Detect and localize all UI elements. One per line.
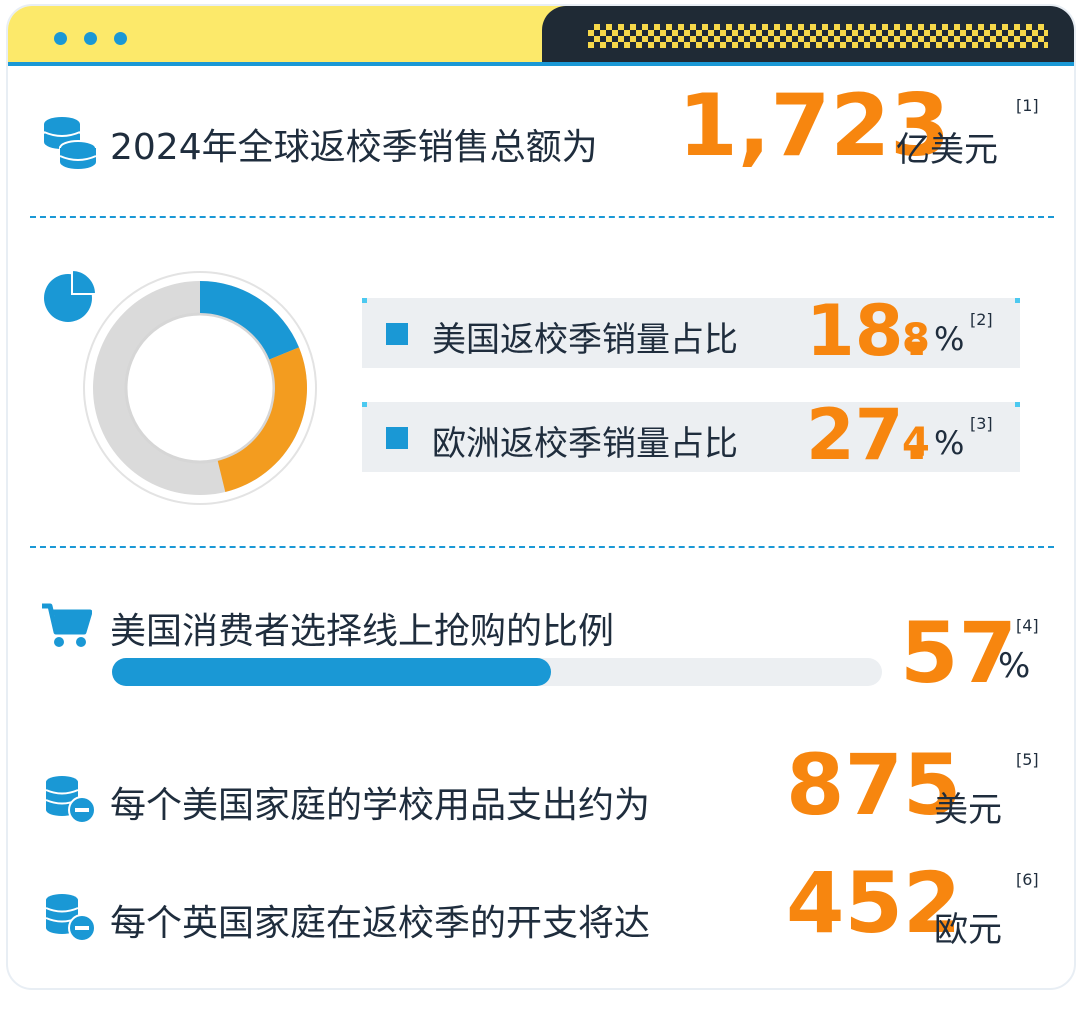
legend-us-dec: 8	[902, 316, 930, 362]
total-unit: 亿美元	[896, 130, 998, 170]
donut-inner-ring	[124, 312, 276, 464]
legend-us-int: 18.	[806, 290, 931, 372]
online-pct: %	[998, 646, 1031, 686]
checker-pattern	[588, 24, 1048, 48]
legend-eu-ref: [3]	[970, 414, 993, 433]
window-dot	[114, 32, 127, 45]
online-value: 57	[900, 604, 1017, 702]
top-bar	[8, 6, 1074, 66]
legend-us: 美国返校季销量占比 18. 8 % [2]	[362, 290, 1020, 372]
legend-eu-int: 27.	[806, 394, 931, 476]
us-household-unit: 美元	[934, 790, 1002, 830]
divider	[30, 216, 1054, 218]
share-donut-chart	[83, 271, 317, 505]
top-bar-yellow	[8, 6, 568, 66]
window-dot	[54, 32, 67, 45]
donut-slice-eu	[217, 347, 307, 492]
uk-household-label: 每个英国家庭在返校季的开支将达	[110, 903, 651, 944]
online-ref: [4]	[1016, 616, 1039, 635]
legend-swatch-us	[386, 323, 408, 345]
legend-us-pct: %	[934, 320, 965, 358]
online-progress-fill	[112, 658, 551, 686]
legend-swatch-eu	[386, 427, 408, 449]
legend-eu-dec: 4	[902, 420, 930, 466]
online-label: 美国消费者选择线上抢购的比例	[110, 611, 615, 652]
legend-eu-label: 欧洲返校季销量占比	[432, 424, 738, 464]
us-household-value: 875	[786, 736, 962, 834]
infographic-card: 2024年全球返校季销售总额为 1,723 亿美元 [1] 美国返校季销量占比 …	[6, 4, 1076, 990]
online-progress-track	[112, 658, 882, 686]
coins-minus-icon	[45, 894, 96, 942]
uk-household-unit: 欧元	[934, 910, 1002, 950]
coins-stack-icon	[43, 117, 97, 169]
us-household-ref: [5]	[1016, 750, 1039, 769]
divider	[30, 546, 1054, 548]
donut-slice-us	[200, 281, 299, 360]
legend-us-label: 美国返校季销量占比	[432, 320, 738, 360]
window-dot	[84, 32, 97, 45]
uk-household-value: 452	[786, 854, 962, 952]
total-ref: [1]	[1016, 96, 1039, 115]
coins-minus-icon	[45, 776, 96, 824]
uk-household-ref: [6]	[1016, 870, 1039, 889]
us-household-label: 每个美国家庭的学校用品支出约为	[110, 785, 651, 826]
legend-eu: 欧洲返校季销量占比 27. 4 % [3]	[362, 394, 1020, 476]
shopping-cart-icon	[42, 603, 92, 647]
total-value: 1,723	[678, 76, 951, 176]
legend-us-ref: [2]	[970, 310, 993, 329]
legend-eu-pct: %	[934, 424, 965, 462]
total-label: 2024年全球返校季销售总额为	[110, 127, 598, 168]
pie-chart-icon	[44, 268, 98, 322]
